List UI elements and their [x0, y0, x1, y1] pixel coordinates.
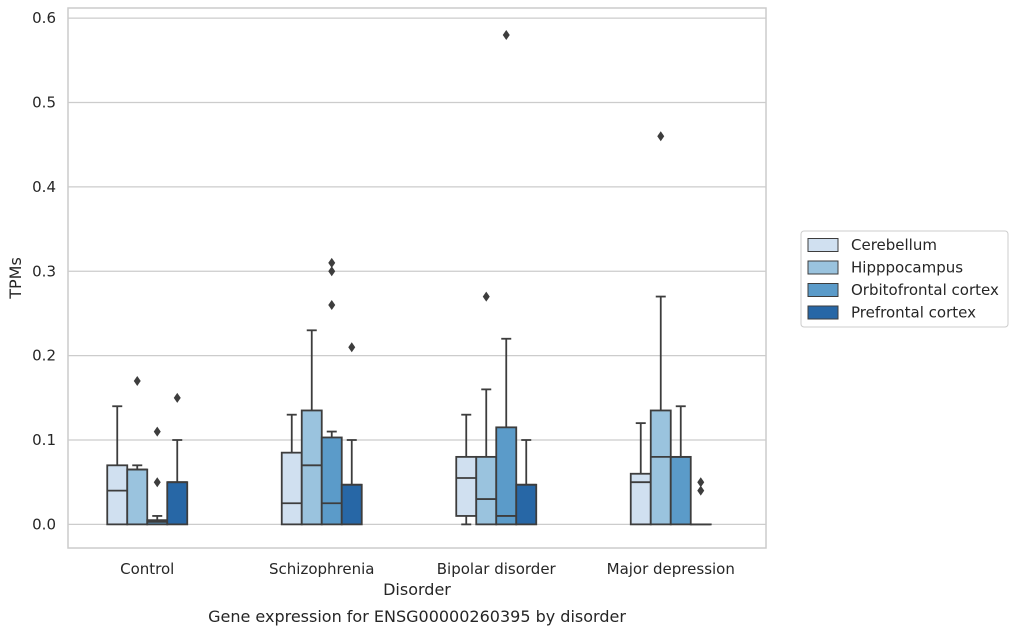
outlier-point — [502, 30, 510, 40]
box-group — [689, 477, 712, 526]
x-axis-title: Disorder — [383, 580, 451, 599]
box-group — [669, 405, 692, 526]
boxes-layer — [106, 30, 712, 526]
box-iqr — [515, 483, 538, 526]
x-axis-ticks: Control Schizophrenia Bipolar disorder Majo… — [120, 560, 735, 578]
y-tick-label: 0.6 — [32, 9, 56, 27]
legend-swatch — [807, 260, 839, 275]
outlier-point — [482, 291, 490, 302]
y-tick-label: 0.5 — [32, 94, 56, 112]
legend-label: Prefrontal cortex — [851, 304, 976, 322]
legend-swatch — [807, 283, 839, 297]
x-tick-label: Major depression — [607, 560, 735, 578]
box-group — [515, 439, 538, 526]
y-tick-label: 0.4 — [32, 178, 56, 196]
box-iqr — [126, 468, 149, 526]
outlier-point — [657, 131, 665, 142]
box-group — [126, 375, 149, 526]
y-tick-label: 0.1 — [32, 431, 56, 449]
legend-swatch — [807, 238, 839, 252]
outlier-point — [328, 300, 336, 310]
box-group — [146, 426, 169, 526]
box-iqr — [280, 451, 303, 526]
legend-label: Cerebellum — [851, 236, 937, 254]
x-tick-label: Control — [120, 560, 174, 578]
box-iqr — [300, 409, 323, 526]
box-iqr — [455, 455, 478, 517]
outlier-point — [153, 426, 161, 437]
box-group — [320, 257, 343, 526]
y-tick-label: 0.3 — [32, 262, 56, 280]
plot-area — [68, 8, 766, 548]
legend-label: Hipppocampus — [851, 259, 963, 277]
x-tick-label: Bipolar disorder — [437, 560, 557, 578]
legend-swatch — [807, 305, 839, 320]
outlier-point — [173, 392, 181, 403]
legend-frame — [800, 230, 1009, 328]
box-group — [166, 392, 189, 526]
chart-caption: Gene expression for ENSG00000260395 by d… — [208, 607, 626, 626]
outlier-point — [697, 485, 705, 496]
outlier-point — [133, 375, 141, 386]
legend-label: Orbitofrontal cortex — [851, 281, 999, 299]
box-group — [629, 422, 652, 526]
x-tick-label: Schizophrenia — [269, 560, 374, 578]
outlier-point — [328, 257, 336, 268]
y-tick-label: 0.0 — [32, 515, 56, 533]
y-axis-title: TPMs — [6, 257, 25, 300]
box-group — [495, 30, 518, 526]
y-tick-label: 0.2 — [32, 347, 56, 365]
outlier-point — [328, 266, 336, 277]
box-iqr — [649, 409, 672, 526]
box-group — [106, 405, 129, 526]
outlier-point — [153, 477, 161, 488]
outlier-point — [697, 477, 705, 488]
box-iqr — [495, 426, 518, 526]
box-iqr — [340, 483, 363, 526]
box-group — [649, 131, 672, 526]
plot-frame — [67, 7, 767, 549]
outlier-point — [348, 342, 356, 353]
legend: Cerebellum Hipppocampus Orbitofrontal cort… — [800, 230, 1009, 328]
box-iqr — [106, 464, 129, 526]
y-axis-ticks: 0.0 0.1 0.2 0.3 0.4 0.5 0.6 — [32, 9, 56, 533]
box-group — [455, 413, 478, 526]
box-group — [340, 342, 363, 526]
box-iqr — [475, 455, 498, 526]
box-iqr — [320, 436, 343, 526]
box-iqr — [669, 455, 692, 526]
box-iqr — [166, 481, 189, 526]
